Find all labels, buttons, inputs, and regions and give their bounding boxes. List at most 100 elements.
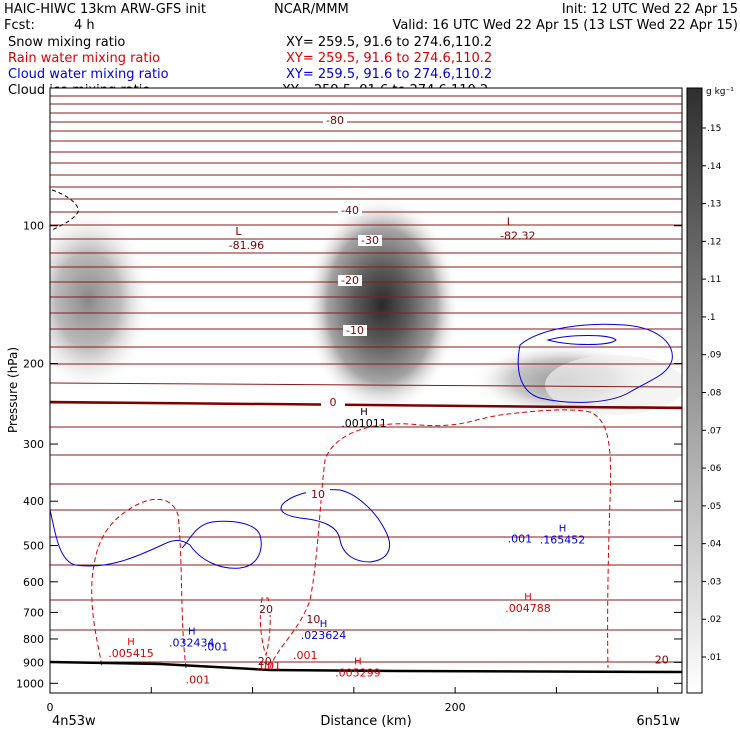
cloud-water-contours <box>50 323 673 569</box>
y-tick-label: 700 <box>23 606 44 619</box>
contour-label: .001 <box>293 649 318 662</box>
high-value: .005299 <box>335 667 381 680</box>
colorbar-label: .11 <box>707 275 721 285</box>
cloud-water-contour <box>50 509 262 569</box>
low-marker: L <box>507 216 514 229</box>
x-axis-title: Distance (km) <box>320 714 411 729</box>
y-axis-title: Pressure (hPa) <box>6 347 20 433</box>
colorbar-scale <box>686 87 703 694</box>
contour-label: 20 <box>258 655 272 668</box>
field-name: Cloud water mixing ratio <box>8 67 169 82</box>
high-marker: H <box>360 407 368 418</box>
colorbar-label: .13 <box>707 200 721 210</box>
field-xy: XY= 259.5, 91.6 to 274.6,110.2 <box>286 35 492 50</box>
rain-contour <box>91 498 187 669</box>
high-marker: H <box>524 592 532 603</box>
temperature-contour-labels: -80 -40 -30 -20 -10 0 10 20 <box>254 114 382 616</box>
freezing-level-line <box>50 400 682 410</box>
snow-cell <box>545 355 682 415</box>
colorbar-label: .01 <box>707 653 721 663</box>
contour-label: .001 <box>508 532 533 545</box>
cloud-water-contour <box>546 335 617 345</box>
high-value: .001011 <box>341 417 387 430</box>
fcst-value: 4 h <box>74 18 95 33</box>
high-value: .004788 <box>505 602 551 615</box>
colorbar-labels: .01 .02 .03 .04 .05 .06 .07 .08 .09 .1 .11 .12 .13 .1… <box>702 124 722 663</box>
rain-contour <box>269 409 612 669</box>
low-marker: L <box>235 225 242 238</box>
high-value: .165452 <box>540 533 586 546</box>
high-value: .032434 <box>169 636 215 649</box>
contour-label: 20 <box>655 653 669 666</box>
temperature-contour-line <box>50 382 682 388</box>
colorbar-label: .14 <box>707 162 722 172</box>
temperature-contour-label: -10 <box>346 324 364 337</box>
high-marker: H <box>559 523 567 534</box>
x-start-location: 4n53w <box>52 714 96 729</box>
x-tick-label: 0 <box>47 701 54 714</box>
x-tick-label: 200 <box>445 701 466 714</box>
y-tick-label: 800 <box>23 633 44 646</box>
colorbar-label: .06 <box>707 464 722 474</box>
label-background <box>338 275 362 286</box>
label-background <box>338 205 362 216</box>
temperature-contour-label: 20 <box>259 603 273 616</box>
terrain-surface <box>50 660 682 674</box>
chart-title: HAIC-HIWC 13km ARW-GFS init <box>4 2 206 17</box>
cloud-water-contour <box>517 323 673 403</box>
init-time: Init: 12 UTC Wed 22 Apr 15 <box>562 2 738 17</box>
label-background <box>343 325 367 336</box>
field-xy: XY= 259.5, 91.6 to 274.6,110.2 <box>286 67 492 82</box>
colorbar-label: .05 <box>707 502 721 512</box>
high-marker: H <box>354 657 362 668</box>
label-background <box>306 489 330 500</box>
y-tick-label: 500 <box>23 540 44 553</box>
colorbar-label: .02 <box>707 615 721 625</box>
y-tick-label: 1000 <box>16 677 44 690</box>
valid-time: Valid: 16 UTC Wed 22 Apr 15 (13 LST Wed … <box>392 18 738 33</box>
temperature-contour-label: -80 <box>326 114 344 127</box>
colorbar-unit: g kg⁻¹ <box>706 87 734 97</box>
colorbar-label: .09 <box>707 351 722 361</box>
y-tick-label: 600 <box>23 576 44 589</box>
colorbar-label: .12 <box>707 237 721 247</box>
temperature-contour-label: -40 <box>341 204 359 217</box>
field-name: Snow mixing ratio <box>8 35 125 50</box>
colorbar-label: .08 <box>707 389 722 399</box>
colorbar-label: .07 <box>707 426 721 436</box>
contour-label: .001 <box>186 674 211 687</box>
temperature-contour-label: 10 <box>311 488 325 501</box>
field-xy: XY= 259.5, 91.6 to 274.6,110.2 <box>286 51 492 66</box>
colorbar-label: .04 <box>707 540 722 550</box>
temperature-contour-label: -20 <box>341 274 359 287</box>
low-value: -81.96 <box>229 239 264 252</box>
y-tick-label: 400 <box>23 495 44 508</box>
colorbar-label: .1 <box>707 313 716 323</box>
high-value: .005415 <box>108 647 154 660</box>
label-background <box>358 235 382 246</box>
label-background <box>323 115 347 126</box>
cloud-water-contour <box>280 489 390 563</box>
high-value: .023624 <box>301 629 347 642</box>
plot-frame <box>49 87 683 694</box>
temperature-contours <box>50 95 682 663</box>
cloud-ice-contour <box>51 189 79 231</box>
x-axis-ticks: 0 200 <box>47 687 659 714</box>
contour-label: .001 <box>204 641 229 654</box>
fcst-label: Fcst: <box>4 18 35 33</box>
contour-label: .001 <box>257 659 282 672</box>
field-name: Rain water mixing ratio <box>8 51 160 66</box>
colorbar-label: .03 <box>707 577 721 587</box>
label-background <box>321 397 345 408</box>
extrema-labels: L-81.96L-82.32H.001011H.165452H.004788H.… <box>108 216 585 680</box>
colorbar-label: .15 <box>707 124 721 134</box>
temperature-contour-label: 0 <box>330 396 337 409</box>
high-marker: H <box>188 626 196 637</box>
y-tick-label: 900 <box>23 656 44 669</box>
high-marker: H <box>127 637 135 648</box>
y-tick-label: 300 <box>23 438 44 451</box>
